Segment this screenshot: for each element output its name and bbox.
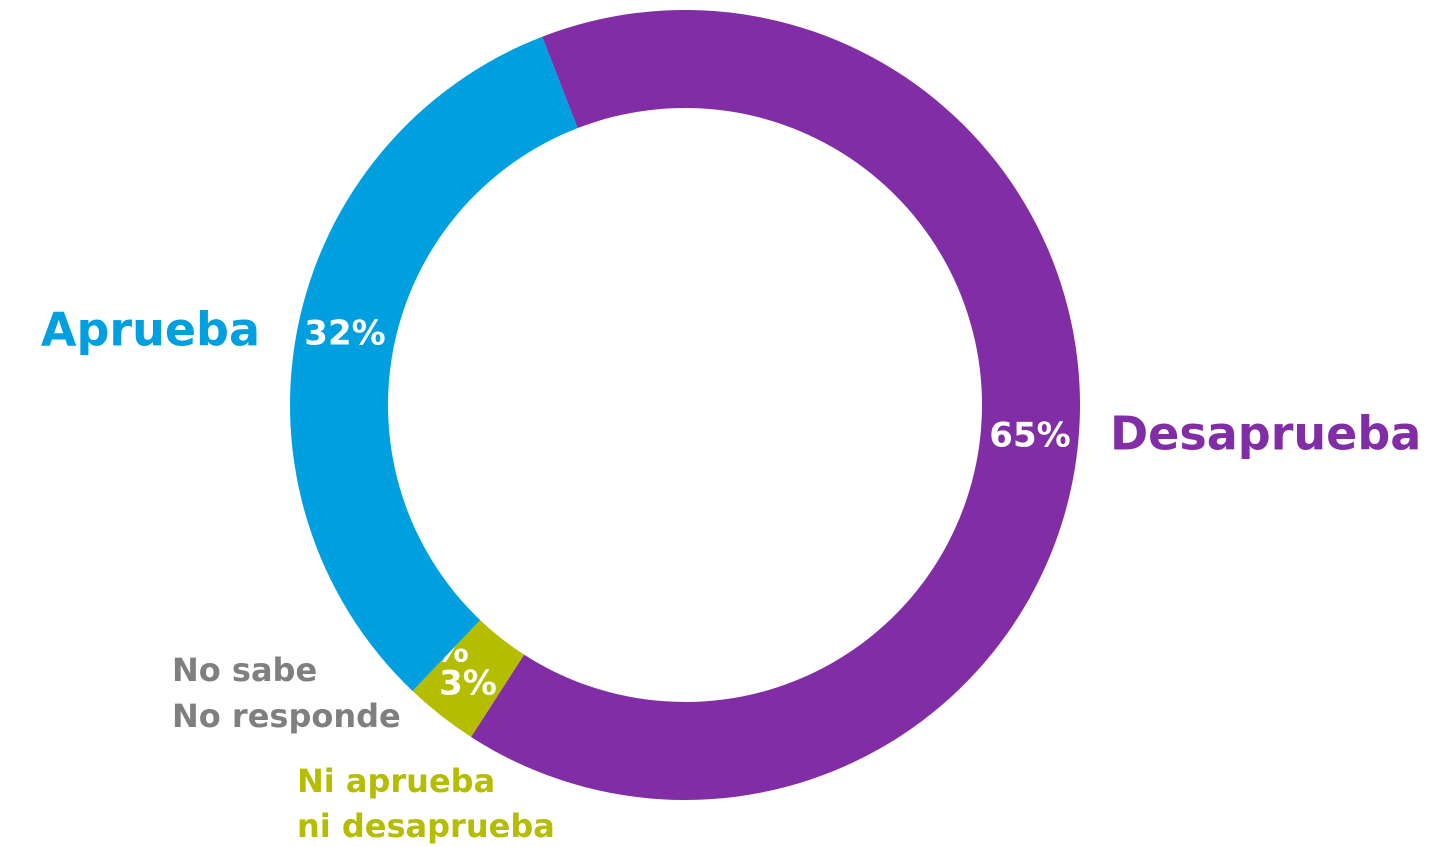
category-label: Desaprueba bbox=[1110, 407, 1421, 461]
donut-slice bbox=[471, 10, 1080, 800]
donut-slice bbox=[290, 36, 578, 692]
category-label: Ni aprueba ni desaprueba bbox=[297, 762, 555, 845]
category-label: Aprueba bbox=[41, 303, 260, 357]
donut-slice bbox=[412, 620, 525, 738]
value-label: 65% bbox=[989, 416, 1070, 456]
category-label: No sabe No responde bbox=[172, 651, 401, 735]
value-label: 32% bbox=[304, 314, 385, 354]
value-label: 3% bbox=[439, 664, 497, 704]
